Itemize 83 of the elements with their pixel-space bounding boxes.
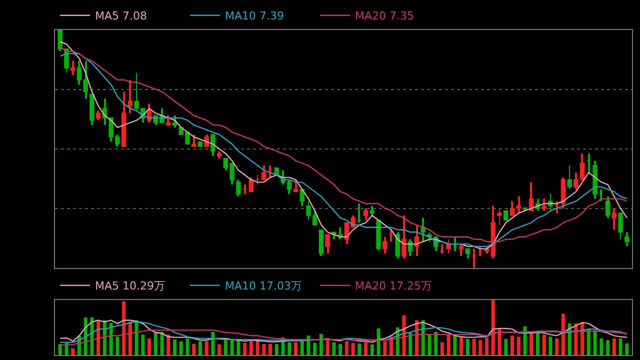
bar	[548, 336, 552, 355]
bar	[358, 343, 362, 355]
bar	[256, 340, 260, 355]
bar	[460, 336, 464, 355]
bar	[478, 340, 482, 355]
bar	[536, 331, 540, 355]
bar	[192, 344, 196, 355]
bar	[134, 320, 138, 355]
bar	[516, 336, 520, 355]
bar	[504, 338, 508, 355]
legend-label: MA10 17.03万	[225, 280, 302, 293]
bar	[128, 322, 132, 355]
bar	[249, 340, 253, 355]
bar	[510, 336, 514, 355]
bar	[498, 329, 502, 355]
bar	[141, 334, 145, 355]
bar	[148, 338, 152, 355]
bar	[485, 338, 489, 355]
bar	[555, 338, 559, 355]
bar	[71, 348, 75, 355]
bar	[306, 336, 310, 355]
legend-label: MA20 7.35	[355, 10, 414, 23]
bar	[428, 334, 432, 355]
bar	[268, 344, 272, 355]
bar	[625, 343, 629, 355]
legend-label: MA5 7.08	[95, 10, 148, 23]
legend-label: MA10 7.39	[225, 10, 284, 23]
bar	[472, 338, 476, 355]
bar	[561, 314, 565, 355]
bar	[262, 344, 266, 355]
bar	[300, 341, 304, 355]
bar	[453, 334, 457, 355]
bar	[606, 340, 610, 355]
bar	[376, 328, 380, 355]
bar	[332, 342, 336, 355]
bar	[58, 344, 62, 355]
bar	[440, 342, 444, 355]
bar	[96, 320, 100, 355]
bar	[122, 302, 126, 355]
bar	[434, 332, 438, 355]
bar	[211, 332, 215, 355]
bar	[618, 338, 622, 355]
bar	[364, 342, 368, 355]
bar	[370, 344, 374, 355]
bar	[236, 340, 240, 355]
bar	[326, 340, 330, 355]
bar	[530, 332, 534, 355]
bar	[466, 338, 470, 355]
bar	[218, 344, 222, 355]
bar	[173, 340, 177, 355]
bar	[351, 342, 355, 355]
bar	[294, 342, 298, 355]
bar	[198, 341, 202, 355]
bar	[230, 340, 234, 355]
bar	[154, 332, 158, 355]
bar	[586, 329, 590, 355]
bar	[204, 341, 208, 355]
bar	[491, 300, 495, 355]
bar	[166, 334, 170, 355]
bar	[274, 344, 278, 355]
bar	[574, 324, 578, 355]
bar	[338, 344, 342, 355]
bar	[446, 334, 450, 355]
legend-label: MA20 17.25万	[355, 280, 432, 293]
bar	[116, 336, 120, 355]
bar	[243, 342, 247, 355]
bar	[160, 332, 164, 355]
bar	[288, 342, 292, 355]
bar	[224, 340, 228, 355]
bar	[408, 332, 412, 355]
bar	[593, 330, 597, 355]
bar	[179, 341, 183, 355]
legend-label: MA5 10.29万	[95, 280, 166, 293]
bar	[313, 342, 317, 355]
bar	[612, 338, 616, 355]
bar	[383, 341, 387, 355]
bar	[186, 338, 190, 355]
bar	[344, 341, 348, 355]
bar	[523, 326, 527, 355]
bar	[109, 323, 113, 355]
bar	[319, 334, 323, 355]
bar	[542, 334, 546, 355]
bar	[600, 338, 604, 355]
